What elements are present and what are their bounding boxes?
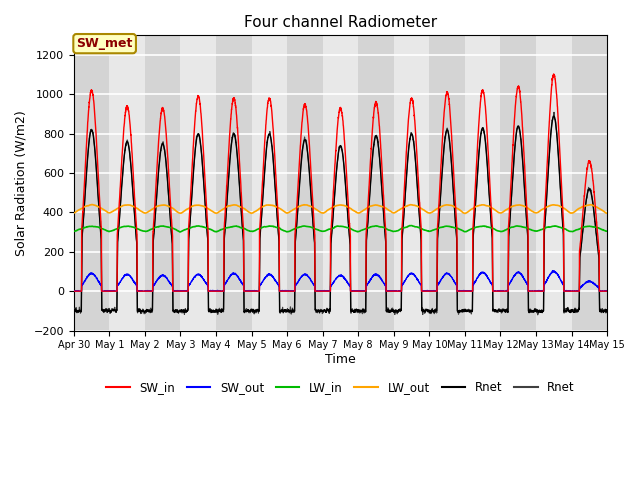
Bar <box>572 36 607 331</box>
Bar <box>358 36 394 331</box>
Y-axis label: Solar Radiation (W/m2): Solar Radiation (W/m2) <box>15 110 28 256</box>
Bar <box>429 36 465 331</box>
Bar <box>287 36 323 331</box>
Bar <box>216 36 252 331</box>
Title: Four channel Radiometer: Four channel Radiometer <box>244 15 437 30</box>
Legend: SW_in, SW_out, LW_in, LW_out, Rnet, Rnet: SW_in, SW_out, LW_in, LW_out, Rnet, Rnet <box>101 376 579 398</box>
Bar <box>500 36 536 331</box>
X-axis label: Time: Time <box>325 353 356 366</box>
Text: SW_met: SW_met <box>76 37 133 50</box>
Bar <box>74 36 109 331</box>
Bar <box>145 36 180 331</box>
